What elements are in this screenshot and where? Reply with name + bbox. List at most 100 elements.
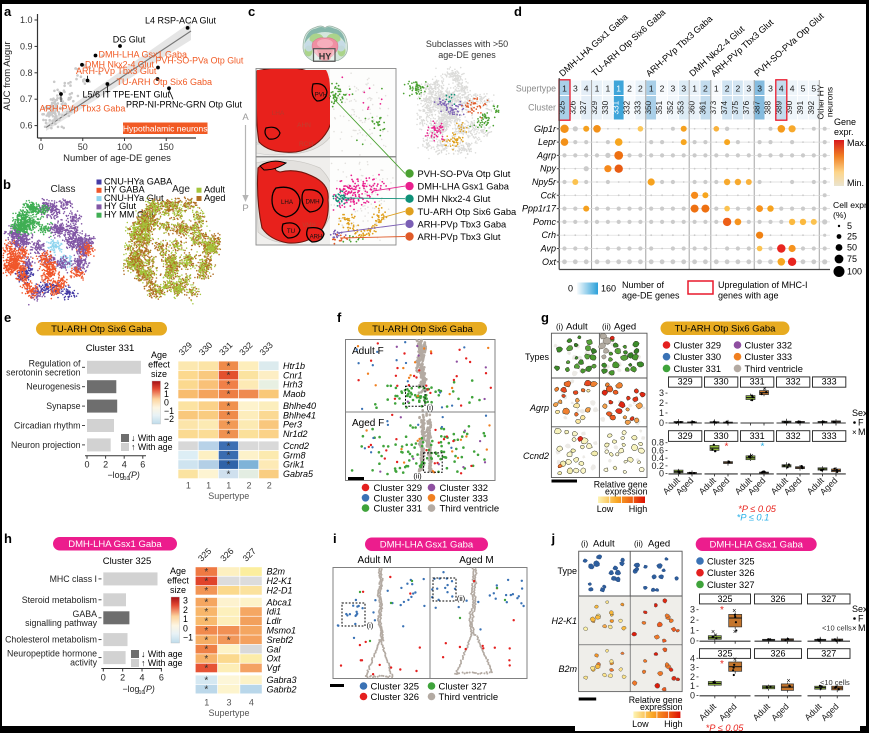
svg-text:Cck: Cck xyxy=(541,190,557,200)
svg-text:*: * xyxy=(204,598,208,609)
svg-text:*: * xyxy=(204,675,208,686)
svg-text:10: 10 xyxy=(123,476,129,482)
svg-text:329: 329 xyxy=(590,100,599,114)
svg-text:375: 375 xyxy=(731,100,740,114)
svg-text:2: 2 xyxy=(183,605,188,615)
svg-text:Srebf2: Srebf2 xyxy=(267,635,294,645)
svg-text:−1: −1 xyxy=(183,632,193,642)
svg-text:F: F xyxy=(858,418,864,428)
svg-text:*: * xyxy=(226,380,230,391)
svg-text:ARH: ARH xyxy=(310,235,323,241)
svg-text:Cluster 332: Cluster 332 xyxy=(745,341,793,351)
svg-text:387: 387 xyxy=(753,100,762,114)
svg-text:Supertype: Supertype xyxy=(209,708,250,718)
svg-text:*: * xyxy=(204,685,208,696)
svg-text:332: 332 xyxy=(786,431,801,441)
svg-text:H2-D1: H2-D1 xyxy=(267,586,293,596)
svg-text:TU-ARH Otp Six6 Gaba: TU-ARH Otp Six6 Gaba xyxy=(372,324,474,335)
svg-text:*: * xyxy=(204,664,208,675)
svg-text:↓ With age: ↓ With age xyxy=(131,433,173,443)
svg-text:effect: effect xyxy=(167,576,189,586)
svg-text:1: 1 xyxy=(226,481,231,491)
svg-text:ARH-PVp Tbx3 Gaba: ARH-PVp Tbx3 Gaba xyxy=(418,219,508,229)
svg-text:Age: Age xyxy=(172,184,190,195)
svg-text:Grm8: Grm8 xyxy=(283,450,306,460)
svg-text:Aged M: Aged M xyxy=(459,555,493,566)
svg-text:*: * xyxy=(761,442,765,453)
svg-text:M: M xyxy=(858,623,866,633)
svg-text:j: j xyxy=(551,531,556,546)
svg-text:Cluster 327: Cluster 327 xyxy=(707,580,755,590)
svg-text:×: × xyxy=(786,678,790,685)
svg-text:0: 0 xyxy=(690,636,695,646)
svg-text:*P ≤ 0.05: *P ≤ 0.05 xyxy=(738,504,777,514)
svg-text:LHA: LHA xyxy=(272,110,285,117)
svg-text:↑ With age: ↑ With age xyxy=(131,442,173,452)
svg-text:Cluster 331: Cluster 331 xyxy=(674,364,722,374)
svg-text:Type: Type xyxy=(557,566,577,576)
svg-text:326: 326 xyxy=(568,100,577,114)
svg-text:Number of: Number of xyxy=(622,280,665,290)
svg-text:0.8: 0.8 xyxy=(651,438,664,448)
svg-text:Cluster 331: Cluster 331 xyxy=(86,343,135,354)
svg-text:1: 1 xyxy=(649,84,654,94)
svg-text:DMH: DMH xyxy=(305,199,319,206)
svg-text:50: 50 xyxy=(847,243,857,253)
svg-text:Neuropeptide hormone: Neuropeptide hormone xyxy=(7,649,97,659)
svg-text:serotonin secretion: serotonin secretion xyxy=(6,367,80,377)
svg-text:5: 5 xyxy=(801,84,806,94)
svg-text:×: × xyxy=(750,453,754,460)
svg-text:361: 361 xyxy=(698,100,707,114)
svg-text:Per3: Per3 xyxy=(283,420,302,430)
svg-text:HY Glut: HY Glut xyxy=(104,201,136,211)
svg-text:2: 2 xyxy=(660,84,665,94)
svg-text:B2m: B2m xyxy=(267,567,286,577)
svg-text:*P ≤ 0.1: *P ≤ 0.1 xyxy=(737,513,770,523)
svg-text:×: × xyxy=(852,624,857,633)
svg-text:neurons: neurons xyxy=(825,87,835,117)
svg-text:PVH-SO-PVa Otp Glut: PVH-SO-PVa Otp Glut xyxy=(418,169,511,179)
svg-text:391: 391 xyxy=(796,100,805,114)
svg-text:1: 1 xyxy=(714,84,719,94)
svg-text:332: 332 xyxy=(623,100,632,114)
svg-text:Third ventricle: Third ventricle xyxy=(745,364,803,374)
svg-text:333: 333 xyxy=(633,100,642,114)
svg-text:Sex: Sex xyxy=(852,604,868,614)
svg-text:TU-ARH Otp Six6 Gaba: TU-ARH Otp Six6 Gaba xyxy=(675,324,777,335)
svg-text:389: 389 xyxy=(774,100,783,114)
svg-text:DMH-LHA Gsx1 Gaba: DMH-LHA Gsx1 Gaba xyxy=(99,50,188,60)
svg-text:3: 3 xyxy=(746,84,751,94)
svg-text:100: 100 xyxy=(117,142,132,152)
svg-text:×: × xyxy=(732,608,736,615)
svg-text:327: 327 xyxy=(579,100,588,114)
svg-text:Adult: Adult xyxy=(204,185,225,195)
svg-text:Neurogenesis: Neurogenesis xyxy=(26,382,81,392)
svg-text:(ii): (ii) xyxy=(413,472,422,481)
svg-text:2: 2 xyxy=(690,672,695,682)
svg-text:A: A xyxy=(242,112,249,123)
svg-text:Crh: Crh xyxy=(541,230,556,240)
svg-text:age-DE genes: age-DE genes xyxy=(622,291,680,301)
svg-text:GABA: GABA xyxy=(73,609,98,619)
svg-text:0: 0 xyxy=(164,398,169,408)
svg-text:Nr1d2: Nr1d2 xyxy=(283,429,308,439)
svg-text:331: 331 xyxy=(750,377,765,387)
svg-text:Cluster 326: Cluster 326 xyxy=(707,568,755,578)
svg-text:Adult: Adult xyxy=(566,322,588,333)
svg-text:2: 2 xyxy=(659,398,664,408)
svg-text:H2-K1: H2-K1 xyxy=(267,576,293,586)
svg-text:Aged: Aged xyxy=(204,193,225,203)
svg-text:0.4: 0.4 xyxy=(651,453,664,463)
svg-text:3: 3 xyxy=(671,84,676,94)
svg-text:↑ With age: ↑ With age xyxy=(141,658,183,668)
svg-text:ARH-PVp Tbx3 Gaba: ARH-PVp Tbx3 Gaba xyxy=(40,104,126,114)
svg-text:325: 325 xyxy=(717,594,732,604)
svg-text:2: 2 xyxy=(703,84,708,94)
svg-text:3: 3 xyxy=(183,596,188,606)
svg-text:*: * xyxy=(720,659,724,670)
svg-text:*: * xyxy=(227,635,231,646)
svg-text:TU-ARH Otp Six6 Gaba: TU-ARH Otp Six6 Gaba xyxy=(117,77,213,87)
svg-text:Cluster 333: Cluster 333 xyxy=(745,352,793,362)
svg-text:326: 326 xyxy=(770,594,785,604)
svg-text:Cluster 325: Cluster 325 xyxy=(707,557,755,567)
